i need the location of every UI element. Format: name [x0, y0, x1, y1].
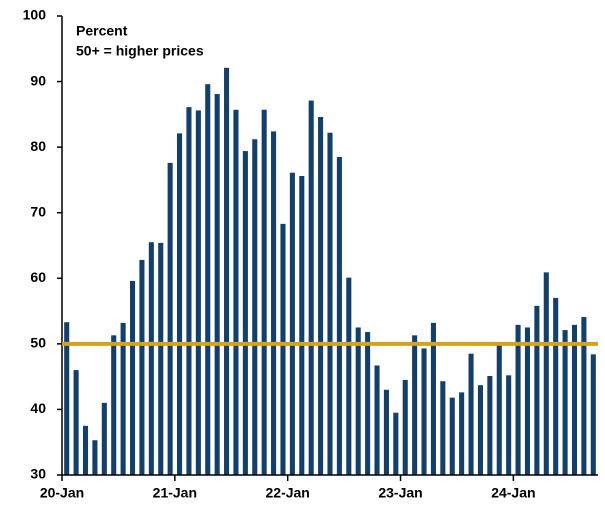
bar — [553, 297, 559, 475]
bar — [242, 151, 248, 475]
bar — [365, 332, 371, 475]
bar — [111, 335, 117, 475]
bar — [148, 242, 154, 475]
bar — [233, 109, 239, 475]
x-tick-label: 23-Jan — [378, 485, 422, 501]
bar — [449, 397, 455, 475]
bar — [393, 412, 399, 475]
bar — [440, 381, 446, 475]
bar — [590, 354, 596, 475]
bar — [515, 324, 521, 475]
bar — [120, 322, 126, 475]
bar — [402, 379, 408, 475]
bar — [412, 335, 418, 475]
y-tick-label: 50 — [30, 335, 46, 351]
bar — [562, 330, 568, 475]
x-tick-label: 21-Jan — [153, 485, 197, 501]
bar — [346, 277, 352, 475]
y-tick-label: 80 — [30, 138, 46, 154]
annotation: Percent — [76, 23, 128, 39]
bar — [224, 67, 230, 476]
bar — [299, 175, 305, 475]
bar — [477, 385, 483, 475]
y-tick-label: 100 — [23, 7, 47, 23]
x-tick-label: 22-Jan — [266, 485, 310, 501]
bar — [73, 370, 79, 475]
bar — [543, 272, 549, 475]
bar — [167, 162, 173, 475]
bar — [280, 223, 286, 475]
bar — [158, 242, 164, 475]
bar — [261, 109, 267, 475]
bar — [496, 345, 502, 475]
bar — [318, 116, 324, 475]
bar — [383, 389, 389, 475]
bar — [214, 94, 220, 475]
bar — [487, 375, 493, 475]
bar — [205, 84, 211, 476]
y-tick-label: 70 — [30, 203, 46, 219]
bar — [355, 327, 361, 475]
bar — [374, 365, 380, 475]
bar — [186, 107, 192, 475]
bar — [534, 305, 540, 475]
bar — [327, 132, 333, 475]
bar — [177, 133, 183, 475]
bar — [581, 316, 587, 475]
x-tick-label: 20-Jan — [40, 485, 84, 501]
bar — [195, 110, 201, 476]
bar — [129, 280, 136, 475]
bar — [252, 139, 258, 475]
bar — [289, 172, 295, 476]
bar — [82, 425, 89, 475]
bar — [430, 322, 436, 475]
bar — [421, 348, 427, 475]
x-tick-label: 24-Jan — [491, 485, 535, 501]
bar — [308, 100, 314, 475]
bar — [459, 392, 465, 475]
annotation: 50+ = higher prices — [76, 43, 204, 59]
y-tick-label: 40 — [30, 400, 46, 416]
y-tick-label: 30 — [30, 466, 46, 482]
bar — [271, 131, 277, 476]
bar — [64, 322, 70, 475]
bar — [468, 353, 474, 475]
y-tick-label: 90 — [30, 72, 46, 88]
bar — [524, 327, 531, 475]
bar — [139, 259, 145, 475]
bar — [336, 156, 342, 475]
bar — [506, 375, 512, 475]
bar — [92, 440, 98, 475]
bar — [101, 402, 107, 475]
y-tick-label: 60 — [30, 269, 46, 285]
bar — [571, 324, 578, 475]
